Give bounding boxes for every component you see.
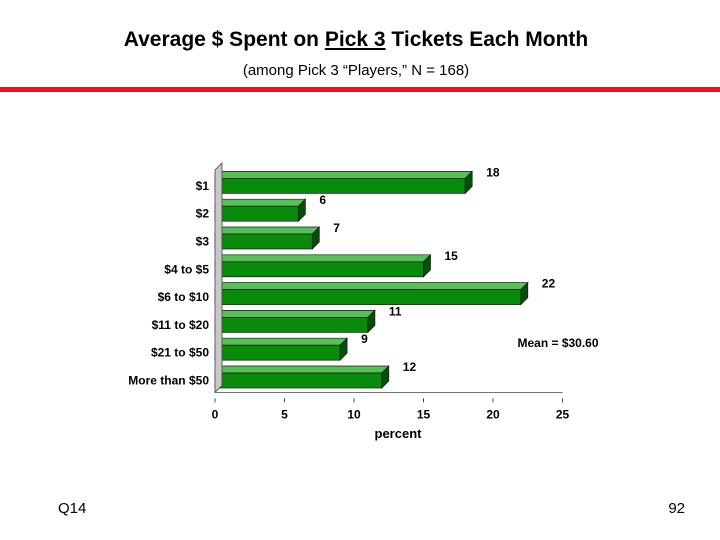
bar-chart: $1 18 $2 6 $3 7 $4 to $5 15 $6 to $10 22 $11 to $2… bbox=[128, 162, 599, 441]
bar-side-face bbox=[298, 198, 306, 223]
bar-group: More than $50 12 bbox=[128, 360, 417, 389]
bar bbox=[214, 372, 383, 389]
bar bbox=[214, 344, 341, 361]
category-label: $4 to $5 bbox=[164, 262, 209, 276]
category-label: More than $50 bbox=[128, 374, 209, 388]
bar-group: $4 to $5 15 bbox=[164, 249, 459, 278]
bar bbox=[214, 233, 313, 250]
bar-side-face bbox=[520, 281, 529, 306]
bar-group: $21 to $50 9 bbox=[151, 332, 368, 362]
bar-top-face bbox=[214, 310, 376, 318]
page-number: 92 bbox=[668, 500, 685, 517]
value-label: 15 bbox=[445, 249, 459, 263]
x-tick-label: 10 bbox=[347, 407, 361, 421]
x-tick-label: 25 bbox=[556, 407, 570, 421]
bar-group: $6 to $10 22 bbox=[158, 277, 556, 306]
bar-top-face bbox=[214, 254, 432, 263]
category-label: $1 bbox=[196, 179, 210, 193]
value-label: 18 bbox=[486, 165, 500, 179]
x-tick-label: 20 bbox=[486, 407, 500, 421]
category-label: $21 to $50 bbox=[151, 346, 209, 360]
bar-top-face bbox=[214, 198, 307, 207]
bar-group: $11 to $20 11 bbox=[152, 304, 402, 334]
x-tick-label: 0 bbox=[212, 407, 219, 421]
value-label: 6 bbox=[319, 193, 326, 207]
category-label: $11 to $20 bbox=[152, 318, 210, 332]
category-label: $6 to $10 bbox=[158, 290, 210, 304]
bar-top-face bbox=[214, 337, 348, 346]
chart-title: Average $ Spent on Pick 3 Tickets Each M… bbox=[0, 28, 712, 52]
bar-top-face bbox=[214, 282, 529, 290]
x-axis-label: percent bbox=[375, 426, 423, 441]
bar-side-face bbox=[367, 309, 376, 334]
category-label: $2 bbox=[196, 207, 210, 221]
mean-annotation: Mean = $30.60 bbox=[517, 336, 598, 350]
bar-top-face bbox=[214, 171, 474, 179]
bar-group: $1 18 bbox=[196, 165, 500, 195]
header-rule bbox=[0, 87, 720, 92]
bar-group: $2 6 bbox=[196, 193, 326, 223]
bar bbox=[214, 317, 369, 333]
x-tick-label: 5 bbox=[281, 407, 288, 421]
bar bbox=[214, 261, 424, 278]
bar-side-face bbox=[339, 337, 348, 362]
plot-side-wall bbox=[214, 162, 223, 394]
value-label: 7 bbox=[333, 221, 340, 235]
x-tick-label: 15 bbox=[417, 407, 431, 421]
chart-subtitle: (among Pick 3 “Players,” N = 168) bbox=[242, 62, 470, 79]
category-label: $3 bbox=[196, 235, 210, 249]
bar bbox=[214, 205, 299, 222]
bar-side-face bbox=[381, 365, 390, 389]
value-label: 9 bbox=[361, 332, 368, 346]
bar bbox=[214, 178, 466, 194]
title-text-end: Tickets Each Month bbox=[385, 28, 589, 51]
bar-side-face bbox=[464, 170, 473, 195]
bar-side-face bbox=[311, 226, 320, 250]
value-label: 22 bbox=[542, 277, 556, 291]
bar-top-face bbox=[214, 226, 321, 235]
bar-top-face bbox=[214, 365, 390, 374]
bar-side-face bbox=[423, 253, 431, 278]
value-label: 11 bbox=[389, 304, 402, 318]
value-label: 12 bbox=[403, 360, 417, 374]
title-text-underlined: Pick 3 bbox=[324, 28, 386, 51]
question-label: Q14 bbox=[58, 500, 87, 517]
title-text-start: Average $ Spent on bbox=[123, 28, 325, 51]
bar bbox=[214, 289, 522, 305]
